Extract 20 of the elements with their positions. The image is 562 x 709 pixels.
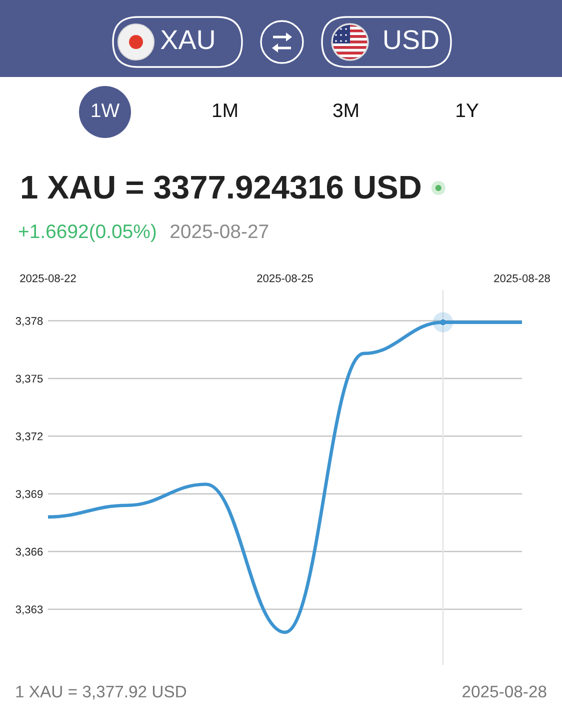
y-tick-label: 3,366 xyxy=(16,548,43,557)
y-tick-label: 3,369 xyxy=(16,490,43,500)
text: 2025-08-28 xyxy=(462,686,546,698)
chart-title: 1 XAU = 3377.924316 USD xyxy=(22,176,421,199)
text: 2025-08-27 xyxy=(170,224,268,238)
x-tick-label: 2025-08-25 xyxy=(257,274,313,282)
x-tick-label: 2025-08-28 xyxy=(494,274,550,282)
y-tick-label: 3,363 xyxy=(16,606,43,615)
y-tick-label: 3,375 xyxy=(16,374,43,384)
text: 3M xyxy=(333,103,358,118)
text: 1W xyxy=(92,104,120,118)
text: 1M xyxy=(212,104,237,118)
text: XAU xyxy=(160,30,214,50)
chart-subtitle: +1.6692(0.05%) xyxy=(18,224,156,242)
text: USD xyxy=(384,30,438,50)
text: 1 XAU = 3,377.92 USD xyxy=(16,686,186,700)
x-tick-label: 2025-08-22 xyxy=(20,274,76,282)
y-tick-label: 3,372 xyxy=(16,432,43,442)
text: 1Y xyxy=(456,104,478,118)
y-tick-label: 3,378 xyxy=(16,317,43,326)
